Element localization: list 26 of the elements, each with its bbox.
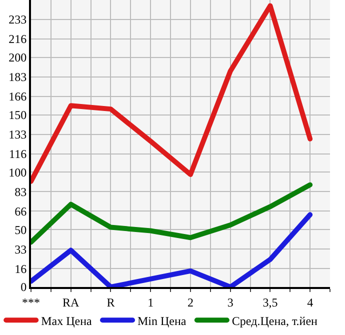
x-tick-label: 1 bbox=[148, 295, 154, 310]
legend-label: Сред.Цена, т.йен bbox=[232, 314, 318, 328]
x-tick-label: R bbox=[106, 295, 115, 310]
x-tick-label: 3,5 bbox=[262, 295, 278, 310]
y-tick-label: 116 bbox=[9, 147, 27, 162]
y-tick-label: 83 bbox=[14, 184, 27, 199]
x-tick-label: RA bbox=[62, 295, 80, 310]
y-tick-label: 166 bbox=[8, 90, 27, 104]
y-tick-label: 216 bbox=[8, 32, 27, 46]
x-tick-label: 4 bbox=[307, 295, 314, 310]
y-tick-label: 0 bbox=[20, 280, 27, 294]
y-tick-label: 200 bbox=[8, 50, 27, 65]
y-tick-label: 133 bbox=[8, 128, 27, 142]
y-tick-label: 100 bbox=[8, 165, 27, 180]
y-tick-label: 233 bbox=[8, 12, 27, 27]
x-tick-label: *** bbox=[22, 295, 40, 310]
y-tick-label: 50 bbox=[14, 222, 27, 237]
legend-label: Min Цена bbox=[138, 314, 187, 328]
y-tick-label: 33 bbox=[14, 242, 27, 256]
y-tick-label: 16 bbox=[14, 262, 27, 276]
legend-label: Max Цена bbox=[41, 314, 93, 328]
x-tick-label: 2 bbox=[187, 295, 194, 310]
y-tick-label: 66 bbox=[14, 204, 27, 218]
y-tick-label: 183 bbox=[8, 70, 27, 84]
y-tick-label: 150 bbox=[8, 108, 27, 122]
x-tick-label: 3 bbox=[227, 295, 234, 310]
